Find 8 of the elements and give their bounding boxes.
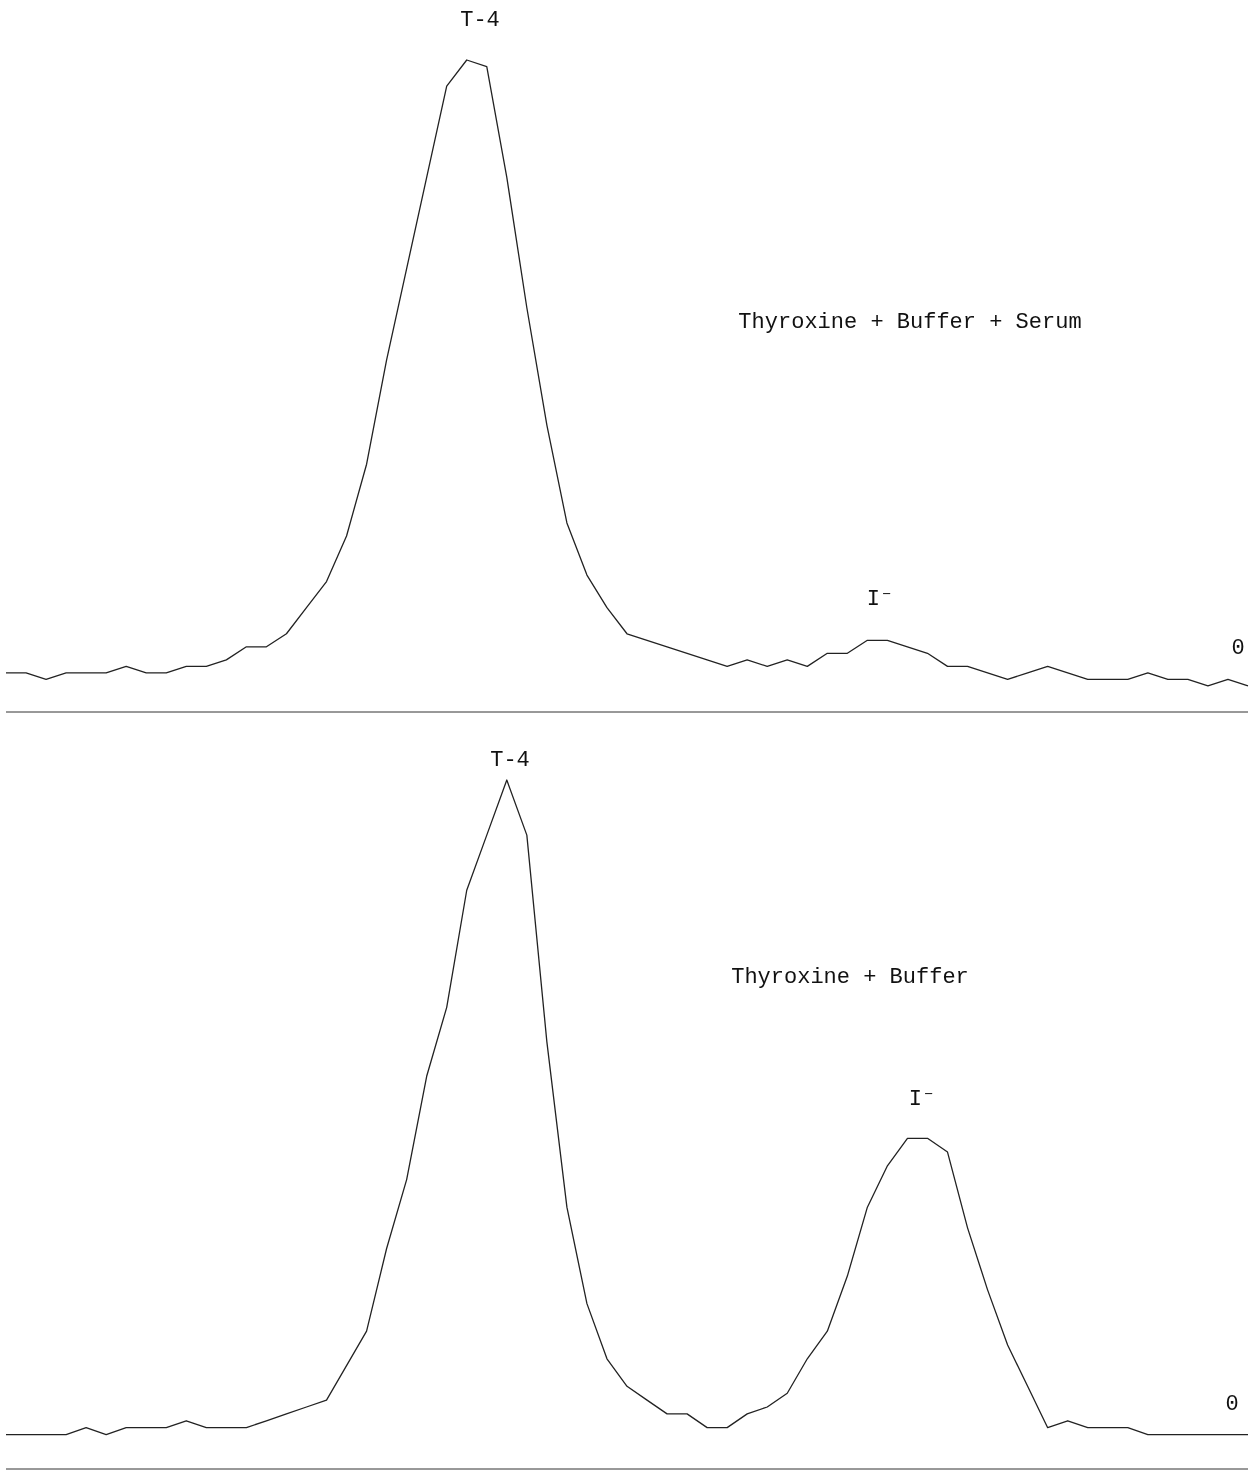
annotation: 0 <box>1225 1392 1239 1417</box>
text: T-4 <box>460 8 500 33</box>
annotation: Thyroxine + Buffer + Serum <box>738 310 1082 335</box>
annotation: Thyroxine + Buffer <box>731 965 969 990</box>
annotation: I⁻ <box>908 1086 936 1112</box>
annotation: 0 <box>1231 636 1245 661</box>
text: T-4 <box>490 748 530 773</box>
annotation: I⁻ <box>866 586 894 612</box>
